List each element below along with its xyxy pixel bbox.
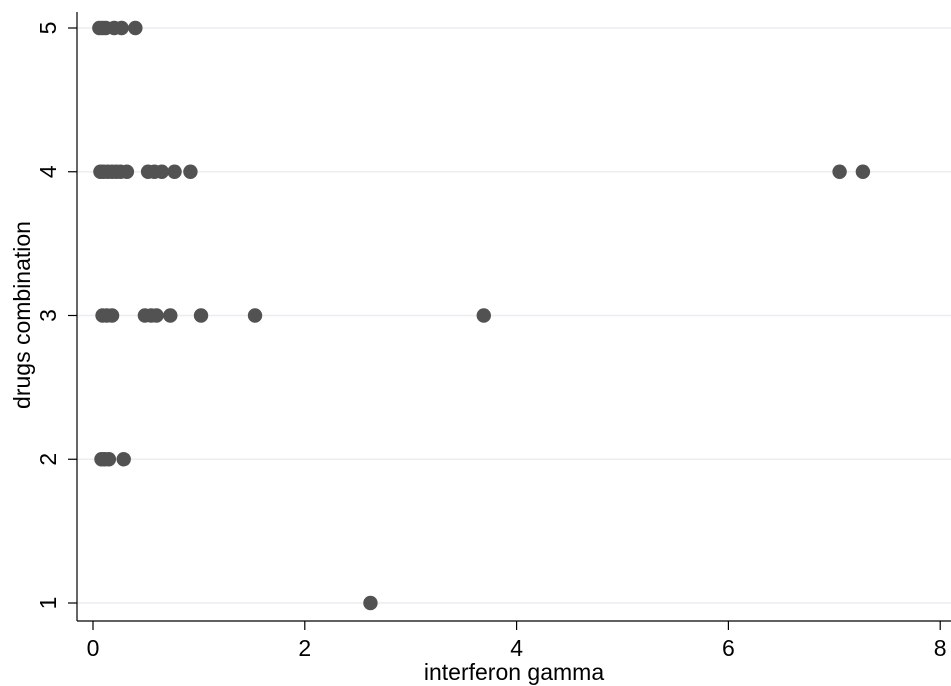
data-point-0-25 bbox=[149, 308, 164, 323]
data-point-0-15 bbox=[154, 164, 170, 179]
data-point-0-33 bbox=[116, 452, 131, 467]
data-point-0-17 bbox=[183, 164, 198, 179]
x-tick-label-4: 4 bbox=[510, 635, 523, 661]
x-tick-label-0: 0 bbox=[87, 635, 100, 661]
data-point-0-4 bbox=[114, 20, 129, 36]
y-tick-label-4: 4 bbox=[35, 165, 61, 178]
data-point-0-22 bbox=[104, 308, 120, 323]
axes bbox=[76, 12, 951, 622]
data-point-0-28 bbox=[247, 308, 263, 323]
x-tick-label-6: 6 bbox=[722, 635, 735, 661]
x-tick-label-2: 2 bbox=[298, 635, 311, 661]
data-point-0-26 bbox=[163, 308, 178, 323]
data-point-0-29 bbox=[476, 308, 491, 323]
y-tick-label-2: 2 bbox=[35, 453, 61, 466]
data-point-0-16 bbox=[167, 164, 182, 179]
y-tick-label-3: 3 bbox=[35, 309, 61, 322]
data-points bbox=[92, 20, 871, 611]
gridlines bbox=[77, 27, 951, 604]
data-point-0-27 bbox=[193, 308, 209, 323]
data-point-0-18 bbox=[832, 164, 847, 179]
y-axis-title: drugs combination bbox=[9, 221, 35, 409]
y-tick-label-1: 1 bbox=[35, 597, 61, 610]
x-tick-label-8: 8 bbox=[934, 635, 947, 661]
data-point-0-32 bbox=[101, 452, 117, 467]
data-point-0-12 bbox=[119, 164, 135, 179]
data-point-0-19 bbox=[855, 164, 871, 179]
data-point-0-34 bbox=[363, 595, 378, 611]
data-point-0-5 bbox=[128, 20, 143, 36]
x-axis-title: interferon gamma bbox=[424, 659, 604, 685]
y-axis-ticks: 1 2 3 4 5 bbox=[35, 22, 77, 610]
y-tick-label-5: 5 bbox=[35, 22, 61, 35]
x-axis-ticks: 0 2 4 6 8 bbox=[87, 621, 947, 661]
